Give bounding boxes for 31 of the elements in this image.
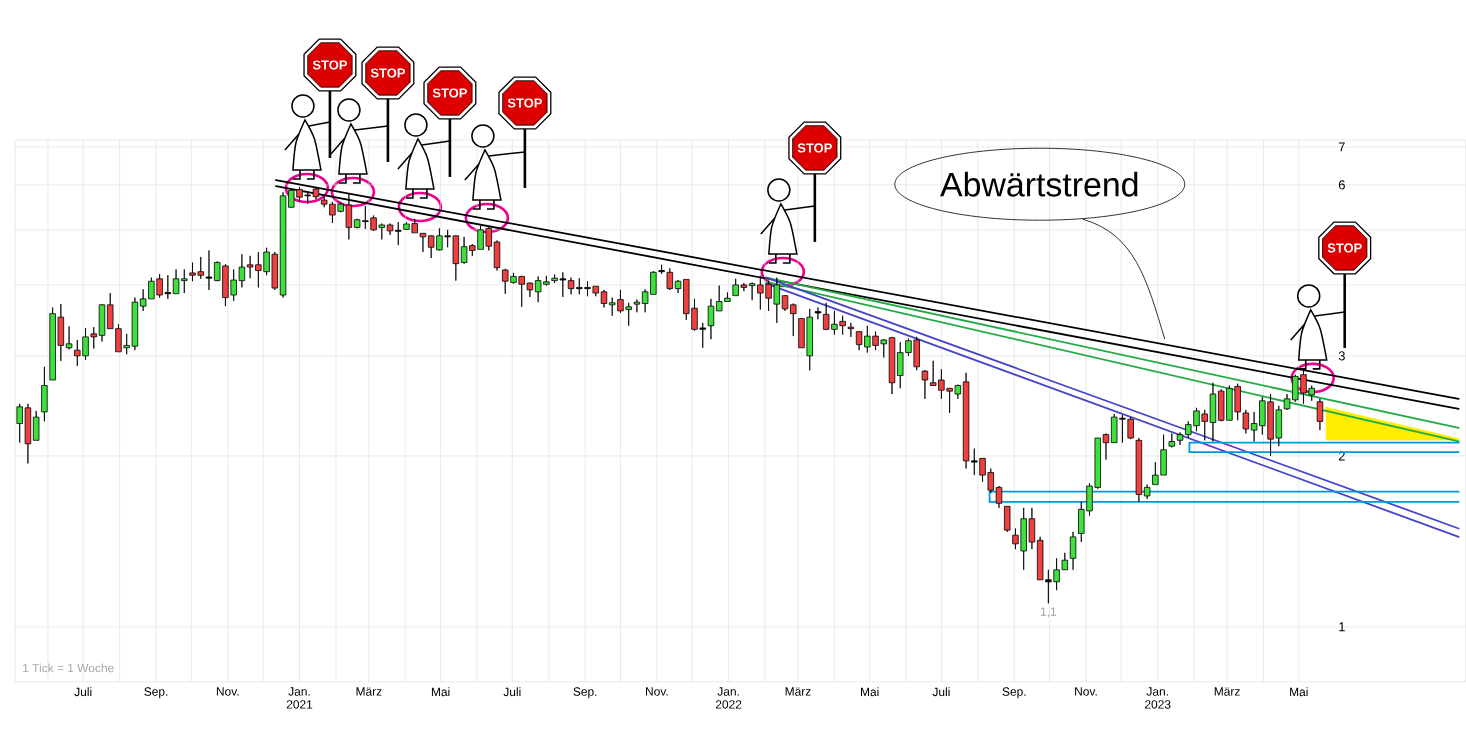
x-tick-label: Sep. xyxy=(573,687,597,699)
annotation: STOP xyxy=(1327,243,1362,253)
x-tick-label: Jan. 2023 xyxy=(1145,687,1171,709)
text: STOP xyxy=(370,68,405,78)
y-tick-label: 3 xyxy=(1338,351,1345,361)
y-tick-label: 1 xyxy=(1339,622,1345,632)
text: STOP xyxy=(507,98,542,108)
x-tick-label: Nov. xyxy=(216,687,239,696)
x-tick-label: Sep. xyxy=(144,687,168,699)
x-tick-label: März xyxy=(785,687,811,696)
x-tick-label: Juli xyxy=(503,687,521,697)
x-tick-label: Nov. xyxy=(1075,687,1097,696)
x-tick-label: Mai xyxy=(1290,687,1308,697)
x-tick-label: Nov. xyxy=(646,687,668,696)
text: STOP xyxy=(312,60,348,70)
x-tick-label: Juli xyxy=(74,687,92,697)
x-tick-label: Jan. 2022 xyxy=(715,687,742,709)
y-tick-label: 7 xyxy=(1338,142,1345,152)
x-tick-label: Sep. xyxy=(1002,687,1026,699)
x-tick-label: Juli xyxy=(932,687,950,697)
x-tick-label: Jan. 2021 xyxy=(286,687,313,709)
x-tick-label: März xyxy=(356,687,382,696)
annotation: 1 Tick = 1 Woche xyxy=(23,663,114,673)
text: STOP xyxy=(432,88,467,98)
x-tick-label: Mai xyxy=(861,687,879,697)
y-tick-label: 6 xyxy=(1338,180,1345,190)
x-tick-label: März xyxy=(1214,687,1240,696)
annotation: STOP xyxy=(797,143,832,153)
annotation: Abwärtstrend xyxy=(940,171,1138,197)
x-tick-label: Mai xyxy=(431,687,450,697)
annotation: 1,1 xyxy=(1040,607,1057,618)
